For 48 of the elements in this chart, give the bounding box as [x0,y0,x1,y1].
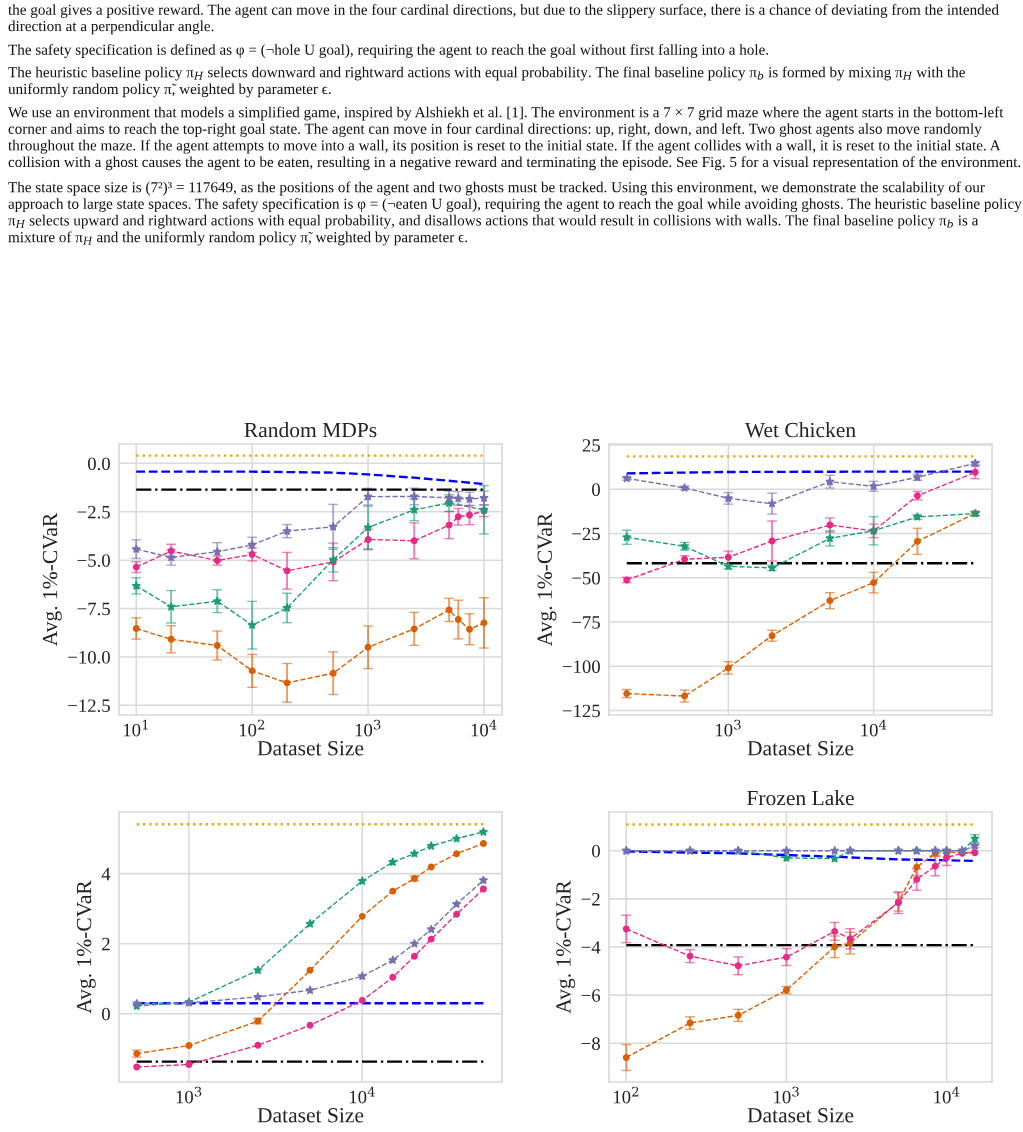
x-tick-label: 10$^{2}$ [239,719,265,737]
y-tick-label: 4 [101,867,111,881]
y-tick-label: −125 [562,704,600,718]
y-tick-label: −100 [562,660,600,674]
y-tick-label: −2 [581,892,600,906]
y-tick-label: −4 [581,941,601,954]
y-tick-label: −6 [581,989,601,1002]
text: We use an environment that models a simplified game, inspired by Alshiekh et al. [1]. The environment is a 7 × 7 grid maze where the agent starts in the bottom-left corner and aims to reach the top-right goal state. The agent can move in four cardinal directions: up, right, down, and left. Two ghost agents also move randomly throughout the maze. If the agent attempts to move into a wall, its position is reset to the initial state. If the agent collides with a wall, it is reset to the initial state. A collision with a ghost causes the agent to be eaten, resulting in a negative reward and terminating the episode. See Fig. 5 for a visual representation of the environment. [8,106,1021,171]
x-tick-label: 10$^{3}$ [176,1086,202,1104]
text: the goal gives a positive reward. The agent can move in the four cardinal directions, but due to the slippery surface, there is a chance of deviating from the intended direction at a perpendicular angle. [8,4,999,35]
y-tick-label: −75 [572,616,600,629]
chart-title: Wet Chicken [744,422,856,438]
x-tick-label: 10$^{4}$ [349,1086,375,1104]
y-axis-title: Avg. 1%-CVaR [76,880,96,1014]
y-tick-label: −7.5 [77,602,110,616]
y-tick-label: 2 [102,937,110,951]
y-tick-label: −10.0 [68,650,110,664]
y-tick-label: 0.0 [87,457,110,471]
y-axis-title: Avg. 1%-CVaR [42,512,62,647]
x-axis-title: Dataset Size [257,741,364,756]
x-axis-title: Dataset Size [747,741,854,756]
y-tick-label: 0 [102,1007,110,1021]
y-axis-title: Avg. 1%-CVaR [556,880,576,1014]
text: The heuristic baseline policy π$_{H}$ selects downward and rightward actions with equal probability. The final baseline policy π$_{b}$ is formed by mixing π$_{H}$ with the uniformly random policy π̃, weighted by parameter ϵ. [8,66,965,98]
x-tick-label: 10$^{4}$ [861,719,887,737]
chart-title: Frozen Lake [747,790,854,806]
x-tick-label: 10$^{3}$ [774,1086,799,1104]
x-tick-label: 10$^{3}$ [355,719,381,737]
chart-title: Random MDPs [244,422,377,438]
y-tick-label: 0 [592,483,600,496]
y-tick-label: −2.5 [77,505,110,519]
y-tick-label: −50 [572,571,600,585]
y-tick-label: −5.0 [77,554,110,567]
x-tick-label: 10$^{4}$ [471,719,497,737]
y-tick-label: −25 [572,527,600,541]
x-tick-label: 10$^{4}$ [934,1086,960,1104]
y-tick-label: 0 [592,844,600,858]
x-tick-label: 10$^{3}$ [716,719,741,737]
text: The safety specification is defined as φ = (¬hole U goal), requiring the agent to reach the goal without first falling into a hole. [8,44,769,58]
y-axis-title: Avg. 1%-CVaR [537,512,557,647]
x-axis-title: Dataset Size [257,1108,364,1123]
y-tick-label: 25 [582,439,600,452]
y-tick-label: −8 [581,1037,600,1050]
x-tick-label: 10$^{1}$ [123,719,148,737]
text: The state space size is (7²)³ = 117649, as the positions of the agent and two ghosts must be tracked. Using this environment, we demonstrate the scalability of our approach to large state spaces. The safety specification is φ = (¬eaten U goal), requiring the agent to reach the goal while avoiding ghosts. The heuristic baseline policy π$_{H}$ selects upward and rightward actions with equal probability, and disallows actions that would result in collisions with walls. The final baseline policy π$_{b}$ is a mixture of π$_{H}$ and the uniformly random policy π̃, weighted by parameter ϵ. [8,181,1022,246]
x-tick-label: 10$^{2}$ [613,1086,639,1104]
y-tick-label: −12.5 [68,699,110,713]
x-axis-title: Dataset Size [747,1108,854,1123]
